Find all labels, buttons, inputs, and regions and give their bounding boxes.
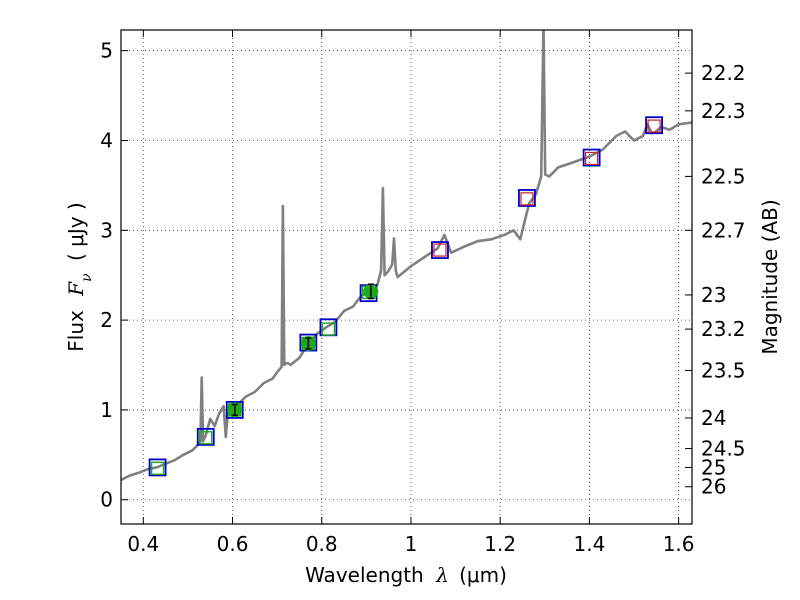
data-box-red — [520, 192, 534, 206]
data-box-green — [321, 322, 336, 336]
y2-axis-label: Magnitude (AB) — [758, 199, 782, 354]
model-box — [225, 401, 244, 419]
y-tick-label: 2 — [100, 308, 113, 332]
mag-tick-label: 22.3 — [701, 99, 746, 123]
mag-tick-label: 22.5 — [701, 164, 746, 188]
x-tick-label: 1.2 — [484, 532, 516, 556]
y-tick-label: 1 — [100, 398, 113, 422]
model-box — [431, 241, 449, 259]
x-tick-label: 1.4 — [573, 532, 605, 556]
y-axis-label: Flux Fν ( μJy ) — [64, 202, 95, 351]
data-box-green — [199, 431, 213, 445]
mag-tick-label: 25 — [701, 455, 726, 479]
plot-frame — [120, 29, 693, 525]
x-tick-label: 0.6 — [217, 532, 249, 556]
grid — [121, 30, 692, 524]
mag-tick-label: 22.2 — [701, 61, 746, 85]
x-axis-label: Wavelength λ (μm) — [305, 563, 507, 587]
ticks: 0.4 0.6 0.8 1 1.2 1.4 1.601234522.222.322.522.… — [100, 30, 746, 556]
y-tick-label: 3 — [100, 218, 113, 242]
model-box — [196, 427, 215, 446]
y-tick-label: 0 — [100, 488, 113, 512]
spectrum-line — [121, 30, 692, 482]
model-box — [645, 116, 663, 135]
model-box — [582, 148, 601, 167]
y-tick-label: 5 — [100, 39, 113, 63]
mag-tick-label: 23 — [701, 283, 726, 307]
x-tick-label: 0.8 — [306, 532, 338, 556]
y-tick-label: 4 — [100, 128, 113, 152]
mag-tick-label: 26 — [701, 475, 726, 499]
model-box — [148, 458, 167, 477]
x-tick-label: 1 — [405, 532, 418, 556]
model-box — [518, 189, 536, 207]
x-tick-label: 0.4 — [127, 532, 159, 556]
markers-layer — [148, 116, 663, 477]
mag-tick-label: 23.2 — [701, 317, 746, 341]
data-box-green — [150, 461, 165, 476]
mag-tick-label: 24 — [701, 406, 726, 430]
spectrum-layer — [121, 30, 692, 482]
data-box-red — [433, 243, 447, 257]
mag-tick-label: 24.5 — [701, 437, 746, 461]
x-tick-label: 1.6 — [663, 532, 695, 556]
mag-tick-label: 23.5 — [701, 358, 746, 382]
data-box-red — [585, 151, 599, 166]
mag-tick-label: 22.7 — [701, 218, 746, 242]
data-box-red — [647, 119, 661, 133]
